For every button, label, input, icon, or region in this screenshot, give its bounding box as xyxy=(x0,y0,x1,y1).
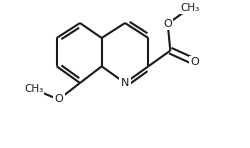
Text: N: N xyxy=(121,78,129,88)
Text: O: O xyxy=(163,19,172,29)
Text: CH₃: CH₃ xyxy=(180,3,199,13)
Text: O: O xyxy=(190,57,199,67)
Text: CH₃: CH₃ xyxy=(24,84,43,94)
Text: O: O xyxy=(54,94,63,104)
